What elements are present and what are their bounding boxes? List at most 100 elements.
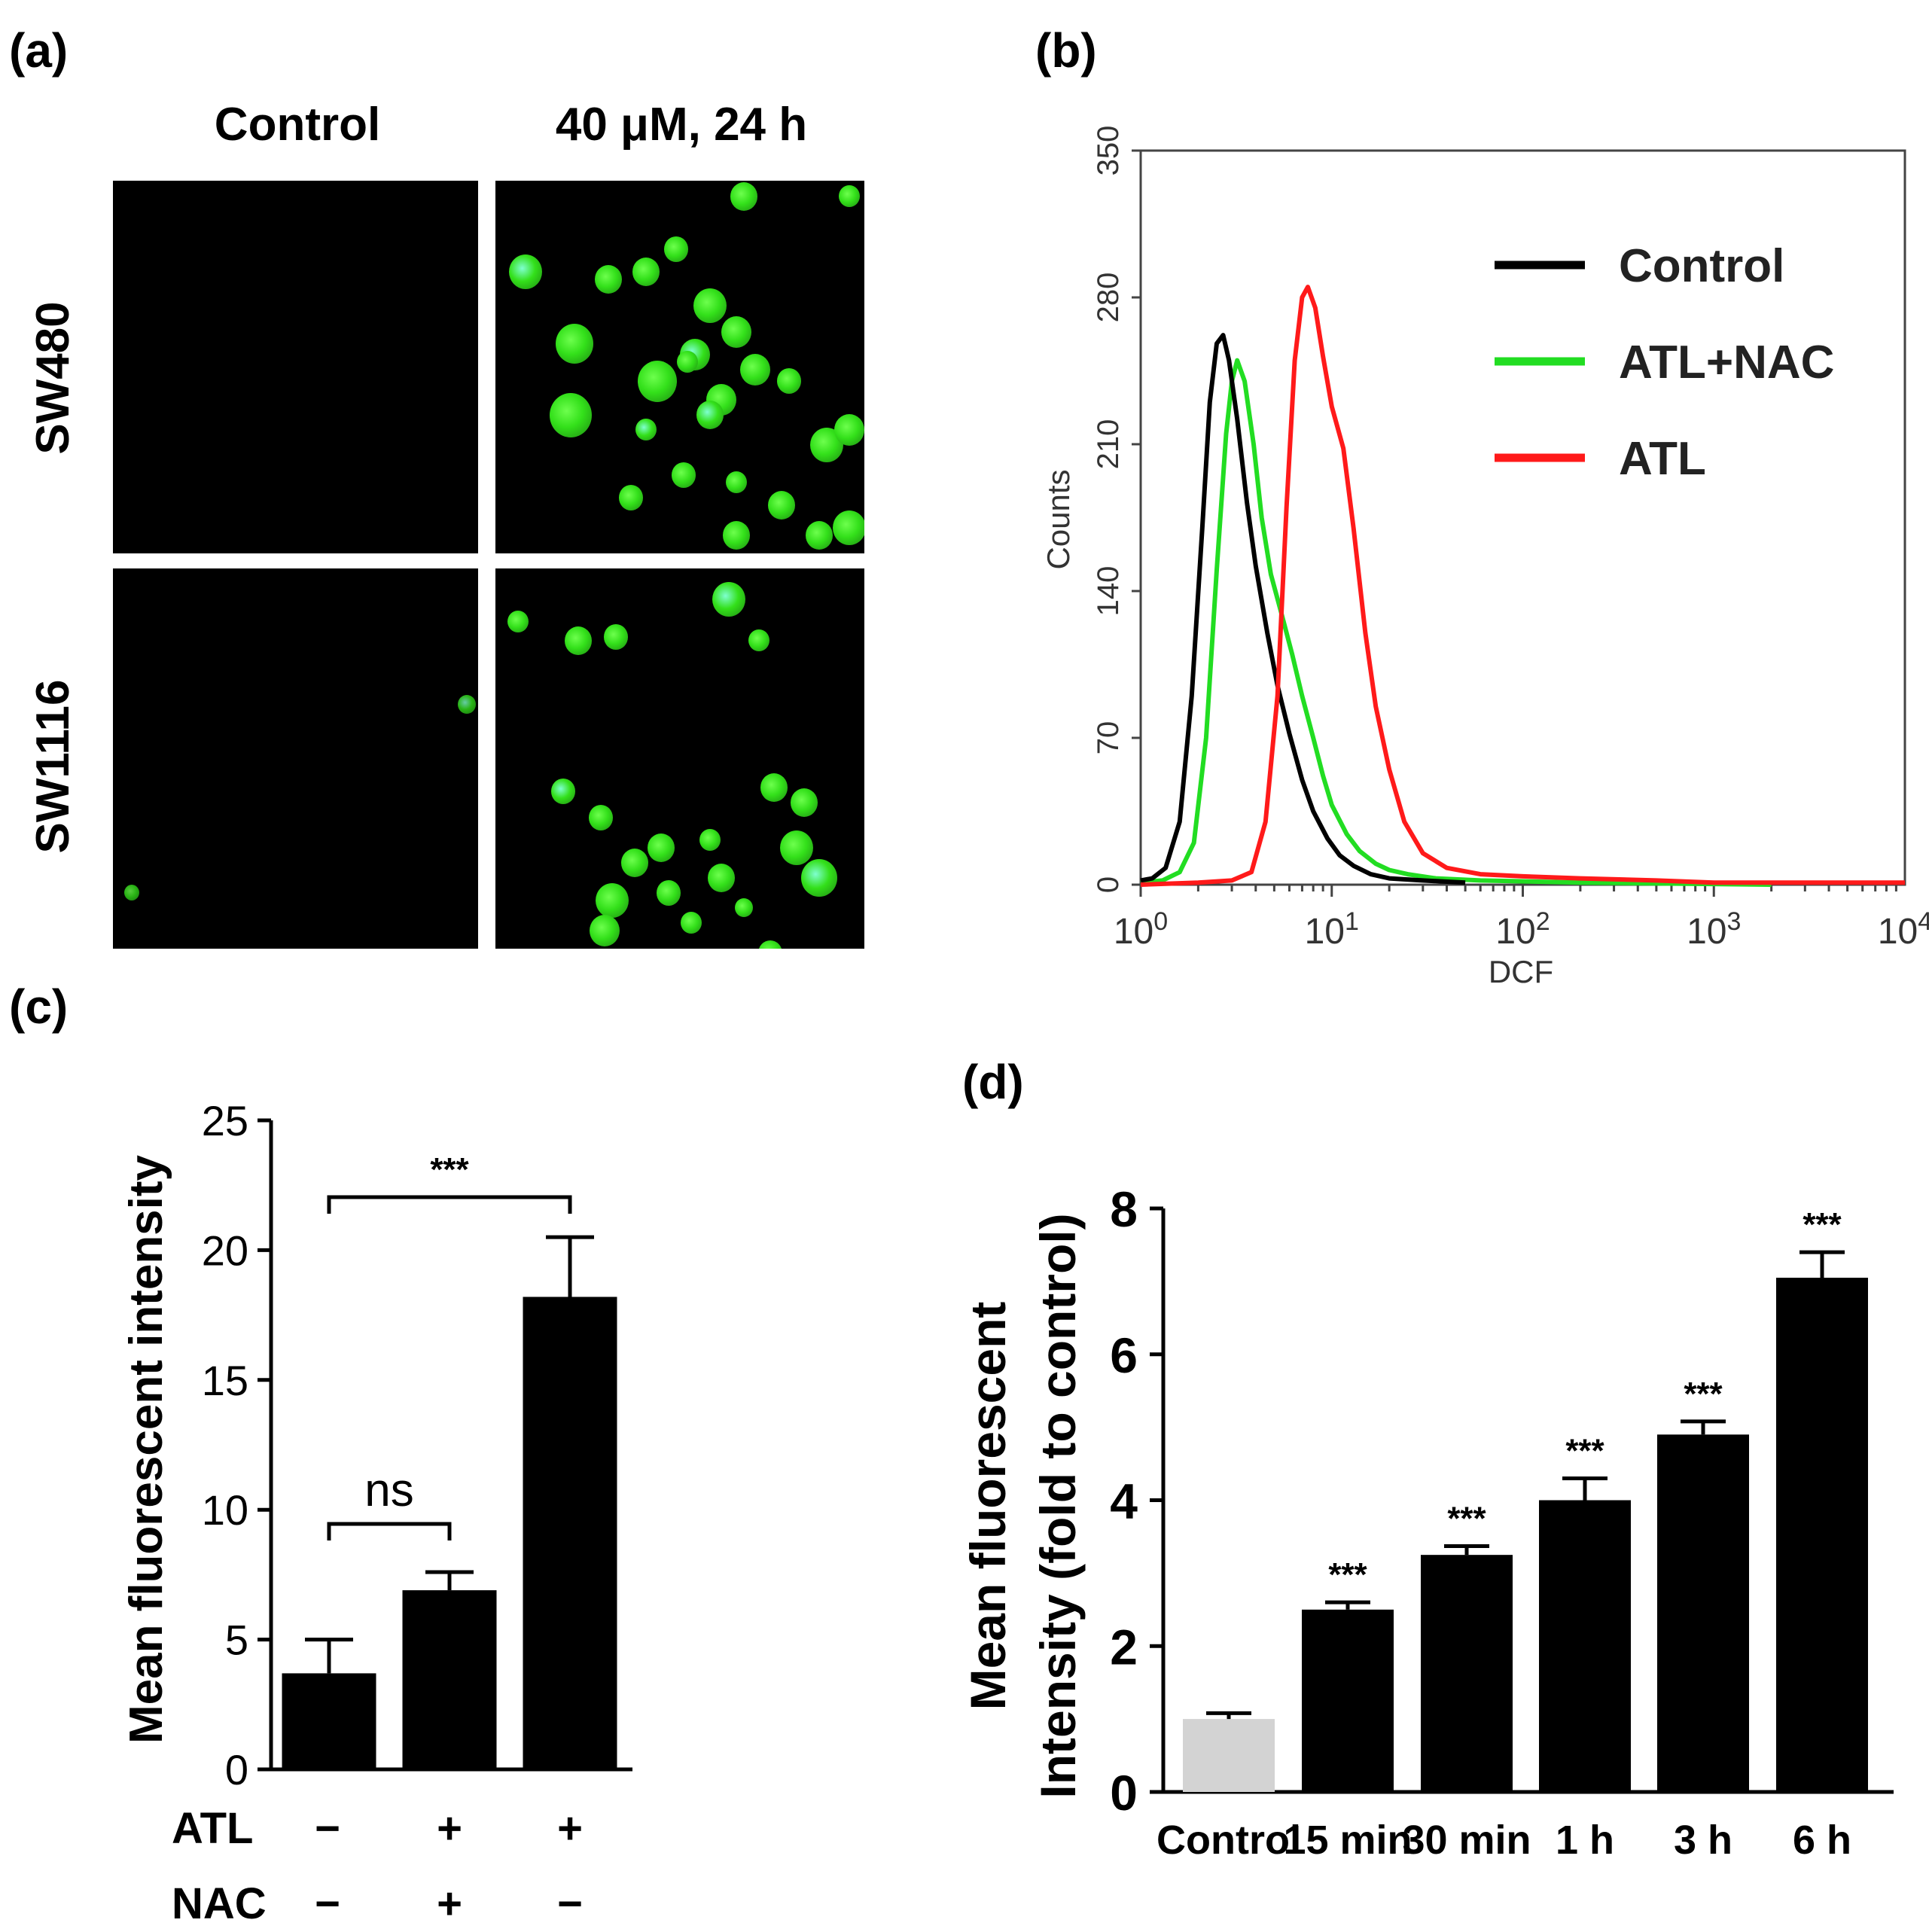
histogram-panel: 0 70 140 210 280 350 100 101 102 103 104 DCF Counts C… [1041, 126, 1929, 989]
y-tick-label: 140 [1092, 566, 1125, 617]
series-line-atl-nac [1140, 358, 1772, 887]
fluorescent-cell [708, 864, 735, 892]
fluorescent-cell [632, 257, 660, 286]
fluorescent-cell [635, 419, 657, 441]
x-tick-label: 30 min [1402, 1818, 1531, 1863]
x-tick-label: 6 h [1793, 1818, 1851, 1863]
factor-label: ATL [172, 1804, 253, 1853]
fluorescent-cell [760, 773, 788, 802]
fluorescent-cell [735, 898, 753, 918]
fluorescent-cell [726, 471, 747, 494]
fluorescent-cell [791, 788, 818, 817]
fluorescent-cell [589, 805, 613, 830]
x-tick-label: 102 [1495, 907, 1550, 952]
y-tick-label: 0 [1110, 1765, 1138, 1821]
x-tick-label: 100 [1114, 907, 1168, 952]
fluorescent-cell [648, 833, 675, 862]
bar [523, 1297, 617, 1769]
fluorescent-cell [758, 940, 782, 949]
fluorescent-cell [723, 521, 750, 550]
fluorescent-cell [806, 521, 833, 550]
significance-bracket [327, 1522, 452, 1540]
x-tick-label: 101 [1305, 907, 1359, 952]
fluorescent-cell [740, 354, 770, 385]
series-line-atl [1140, 285, 1905, 887]
significance-label: *** [1684, 1376, 1723, 1412]
fluorescent-cell [833, 510, 864, 546]
fluorescent-cell [621, 849, 648, 877]
micrograph-sw480-treated [495, 181, 864, 553]
fluorescent-cell [565, 626, 592, 655]
microscopy-column-header: Control [214, 99, 381, 151]
y-tick-label: 70 [1092, 721, 1125, 755]
y-tick-label: 15 [202, 1357, 248, 1404]
micrograph-sw1116-control [113, 568, 478, 949]
fluorescent-cell [458, 695, 476, 715]
micrograph-sw1116-treated [495, 568, 864, 949]
legend-label: ATL [1619, 433, 1706, 485]
fluorescent-cell [801, 859, 837, 897]
fluorescent-cell [748, 629, 769, 652]
x-tick-label: 15 min [1283, 1818, 1412, 1863]
significance-label: ns [364, 1464, 413, 1516]
y-axis-label: Mean fluorescent intensity [120, 1154, 172, 1744]
y-tick-label: 4 [1110, 1473, 1138, 1529]
fluorescent-cell [551, 779, 575, 804]
fluorescent-cell [780, 830, 813, 866]
fluorescent-cell [721, 316, 751, 348]
factor-sign: − [557, 1879, 583, 1928]
fluorescent-cell [596, 883, 629, 919]
y-tick-label: 0 [225, 1746, 248, 1793]
y-axis-label: Counts [1041, 469, 1076, 569]
fluorescent-cell [604, 624, 628, 650]
y-tick-label: 2 [1110, 1619, 1138, 1675]
significance-bracket [327, 1195, 572, 1214]
bar [402, 1590, 497, 1769]
factor-sign: + [437, 1804, 462, 1853]
fluorescent-cell [556, 324, 593, 364]
bar-chart-d: 0 2 4 6 8 Mean fluorescent Intensity (fold to … [960, 1181, 1894, 1863]
x-tick-label: 3 h [1674, 1818, 1732, 1863]
bar [1539, 1500, 1631, 1792]
bar [1302, 1609, 1394, 1792]
significance-label: *** [1803, 1206, 1842, 1243]
factor-sign: − [315, 1804, 340, 1853]
y-axis-label: Mean fluorescent [960, 1302, 1016, 1711]
x-tick-label: 104 [1878, 907, 1929, 952]
fluorescent-cell [768, 491, 795, 520]
x-tick-label: 103 [1687, 907, 1741, 952]
legend-label: Control [1619, 240, 1784, 292]
bar [1421, 1555, 1513, 1792]
fluorescent-cell [839, 185, 860, 208]
panel-label-d: (d) [962, 1055, 1024, 1109]
legend-label: ATL+NAC [1619, 337, 1834, 389]
fluorescent-cell [777, 368, 801, 394]
y-tick-label: 8 [1110, 1181, 1138, 1237]
significance-label: *** [1328, 1556, 1367, 1593]
fluorescent-cell [638, 361, 677, 402]
significance-label: *** [430, 1151, 469, 1188]
fluorescent-cell [507, 611, 529, 633]
fluorescent-cell [672, 462, 696, 488]
microscopy-column-header: 40 μM, 24 h [555, 99, 808, 151]
fluorescent-cell [619, 485, 643, 510]
y-tick-label: 20 [202, 1227, 248, 1274]
bar [1776, 1278, 1868, 1792]
panel-label-b: (b) [1035, 23, 1097, 78]
fluorescent-cell [590, 915, 620, 946]
factor-sign: − [315, 1879, 340, 1928]
fluorescent-cell [677, 351, 698, 373]
factor-label: NAC [172, 1879, 267, 1928]
fluorescent-cell [834, 414, 864, 446]
y-tick-label: 350 [1092, 126, 1125, 176]
bar-chart-c: 0 5 10 15 20 25 Mean fluorescent intensity ns **… [120, 1097, 632, 1928]
fluorescent-cell [124, 885, 139, 900]
bar [282, 1673, 376, 1769]
factor-sign: + [557, 1804, 583, 1853]
micrograph-sw480-control [113, 181, 478, 553]
x-axis-label: DCF [1489, 954, 1553, 989]
y-tick-label: 25 [202, 1097, 248, 1144]
plot-frame [1139, 149, 1906, 886]
x-tick-label: Control [1156, 1818, 1301, 1863]
